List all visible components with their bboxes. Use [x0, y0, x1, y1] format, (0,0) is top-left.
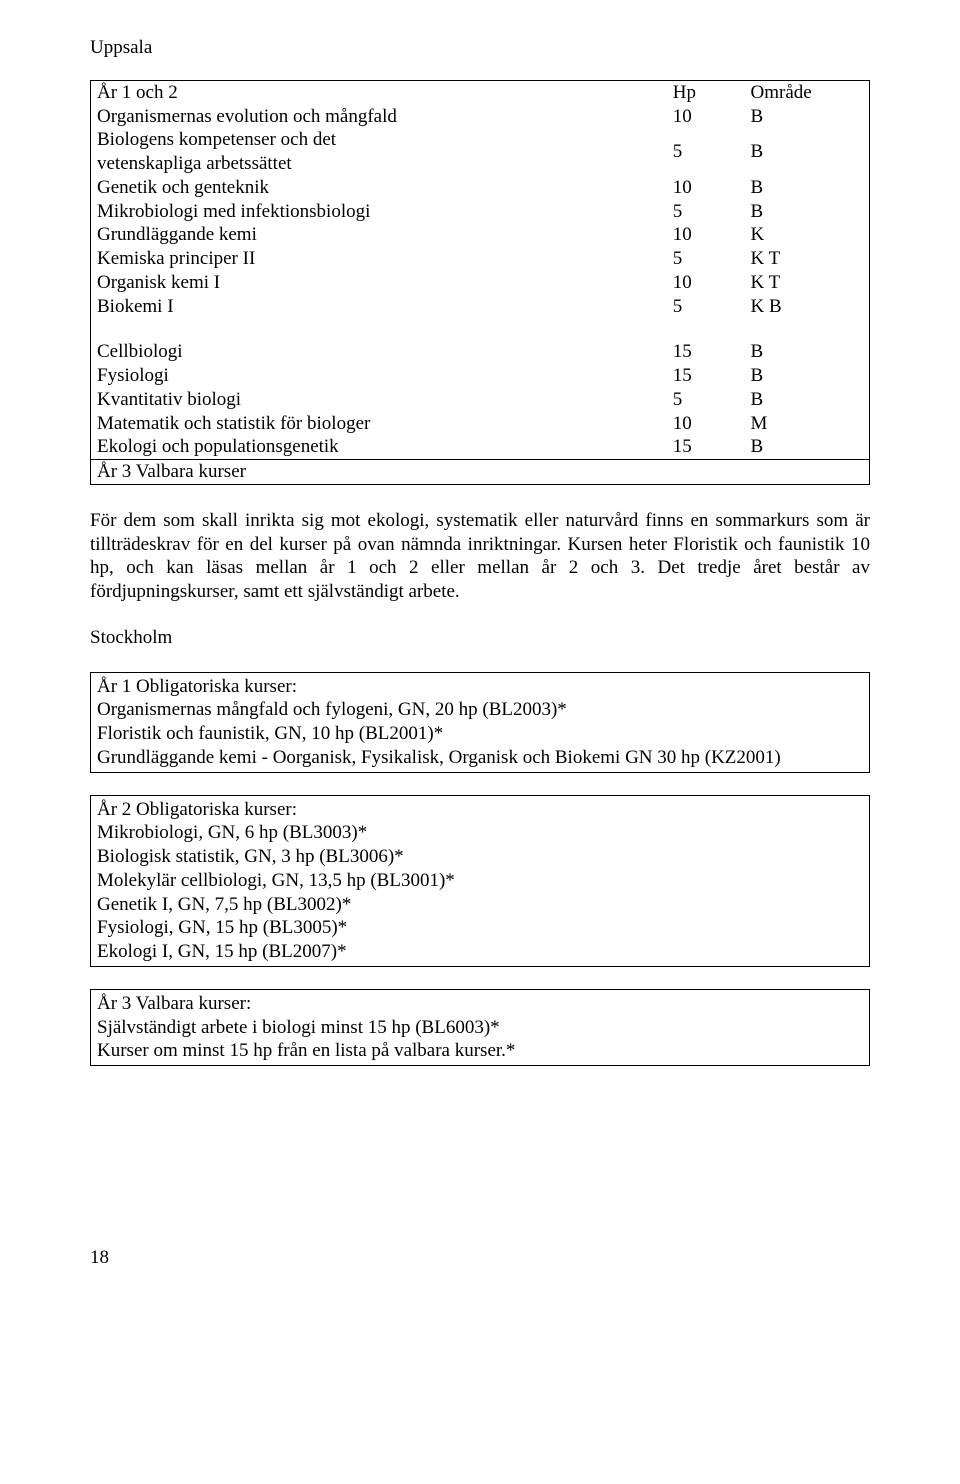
heading-stockholm: Stockholm	[90, 626, 870, 650]
cell-hp: 5	[667, 247, 745, 271]
cell-hp: 10	[667, 223, 745, 247]
table-row: Organismernas evolution och mångfald 10 …	[91, 105, 869, 129]
cell-course: Ekologi och populationsgenetik	[91, 435, 667, 459]
table-row: Ekologi och populationsgenetik 15 B	[91, 435, 869, 459]
box-line: Självständigt arbete i biologi minst 15 …	[97, 1016, 863, 1040]
col-area: Område	[745, 81, 869, 105]
box-line: Floristik och faunistik, GN, 10 hp (BL20…	[97, 722, 863, 746]
table-row: Cellbiologi 15 B	[91, 340, 869, 364]
cell-course: Kvantitativ biologi	[91, 388, 667, 412]
cell-area: B	[745, 200, 869, 224]
table-row: Kvantitativ biologi 5 B	[91, 388, 869, 412]
cell-course: Mikrobiologi med infektionsbiologi	[91, 200, 667, 224]
table-footer-row: År 3 Valbara kurser	[91, 460, 869, 484]
page-number: 18	[90, 1246, 870, 1270]
cell-area: B	[745, 364, 869, 388]
cell-course: Kemiska principer II	[91, 247, 667, 271]
cell-course: Organisk kemi I	[91, 271, 667, 295]
uppsala-course-table-wrapper: År 1 och 2 Hp Område Organismernas evolu…	[90, 80, 870, 485]
box-line: Kurser om minst 15 hp från en lista på v…	[97, 1039, 863, 1063]
box-line: Organismernas mångfald och fylogeni, GN,…	[97, 698, 863, 722]
table-gap	[91, 318, 869, 340]
box-title: År 1 Obligatoriska kurser:	[97, 675, 863, 699]
cell-hp: 10	[667, 105, 745, 129]
box-line: Genetik I, GN, 7,5 hp (BL3002)*	[97, 893, 863, 917]
stockholm-year3-box: År 3 Valbara kurser: Självständigt arbet…	[90, 989, 870, 1066]
stockholm-year2-box: År 2 Obligatoriska kurser: Mikrobiologi,…	[90, 795, 870, 967]
cell-course: Matematik och statistik för biologer	[91, 412, 667, 436]
cell-area: B	[745, 388, 869, 412]
box-line: Grundläggande kemi - Oorganisk, Fysikali…	[97, 746, 863, 770]
box-title: År 2 Obligatoriska kurser:	[97, 798, 863, 822]
box-line: Fysiologi, GN, 15 hp (BL3005)*	[97, 916, 863, 940]
cell-area: B	[745, 340, 869, 364]
cell-course: Fysiologi	[91, 364, 667, 388]
cell-area: K	[745, 223, 869, 247]
cell-hp: 10	[667, 271, 745, 295]
cell-area: M	[745, 412, 869, 436]
cell-area: B	[745, 105, 869, 129]
table-row: Matematik och statistik för biologer 10 …	[91, 412, 869, 436]
cell-hp: 15	[667, 340, 745, 364]
cell-hp: 5	[667, 128, 745, 176]
cell-area: K B	[745, 295, 869, 319]
box-line: Molekylär cellbiologi, GN, 13,5 hp (BL30…	[97, 869, 863, 893]
table-row: Kemiska principer II 5 K T	[91, 247, 869, 271]
table-footer: År 3 Valbara kurser	[91, 460, 869, 484]
cell-course-cont: vetenskapliga arbetssättet	[91, 152, 667, 176]
cell-area: B	[745, 176, 869, 200]
cell-course: Genetik och genteknik	[91, 176, 667, 200]
cell-hp: 5	[667, 295, 745, 319]
cell-hp: 10	[667, 412, 745, 436]
table-row: Mikrobiologi med infektionsbiologi 5 B	[91, 200, 869, 224]
cell-hp: 5	[667, 388, 745, 412]
table-header-row: År 1 och 2 Hp Område	[91, 81, 869, 105]
cell-area: B	[745, 128, 869, 176]
table-row: Biologens kompetenser och det 5 B	[91, 128, 869, 152]
heading-uppsala: Uppsala	[90, 36, 870, 60]
cell-course: Biologens kompetenser och det	[91, 128, 667, 152]
cell-area: K T	[745, 247, 869, 271]
col-course: År 1 och 2	[91, 81, 667, 105]
table-row: Grundläggande kemi 10 K	[91, 223, 869, 247]
cell-hp: 5	[667, 200, 745, 224]
uppsala-course-table: År 1 och 2 Hp Område Organismernas evolu…	[91, 81, 869, 484]
cell-course: Organismernas evolution och mångfald	[91, 105, 667, 129]
cell-course: Biokemi I	[91, 295, 667, 319]
table-row: Biokemi I 5 K B	[91, 295, 869, 319]
table-row: Organisk kemi I 10 K T	[91, 271, 869, 295]
cell-hp: 10	[667, 176, 745, 200]
box-line: Ekologi I, GN, 15 hp (BL2007)*	[97, 940, 863, 964]
table-row: Genetik och genteknik 10 B	[91, 176, 869, 200]
box-line: Mikrobiologi, GN, 6 hp (BL3003)*	[97, 821, 863, 845]
cell-area: K T	[745, 271, 869, 295]
cell-course: Cellbiologi	[91, 340, 667, 364]
cell-hp: 15	[667, 435, 745, 459]
cell-hp: 15	[667, 364, 745, 388]
stockholm-year1-box: År 1 Obligatoriska kurser: Organismernas…	[90, 672, 870, 773]
table-row: Fysiologi 15 B	[91, 364, 869, 388]
cell-course: Grundläggande kemi	[91, 223, 667, 247]
box-line: Biologisk statistik, GN, 3 hp (BL3006)*	[97, 845, 863, 869]
cell-area: B	[745, 435, 869, 459]
box-title: År 3 Valbara kurser:	[97, 992, 863, 1016]
body-paragraph: För dem som skall inrikta sig mot ekolog…	[90, 509, 870, 604]
col-hp: Hp	[667, 81, 745, 105]
